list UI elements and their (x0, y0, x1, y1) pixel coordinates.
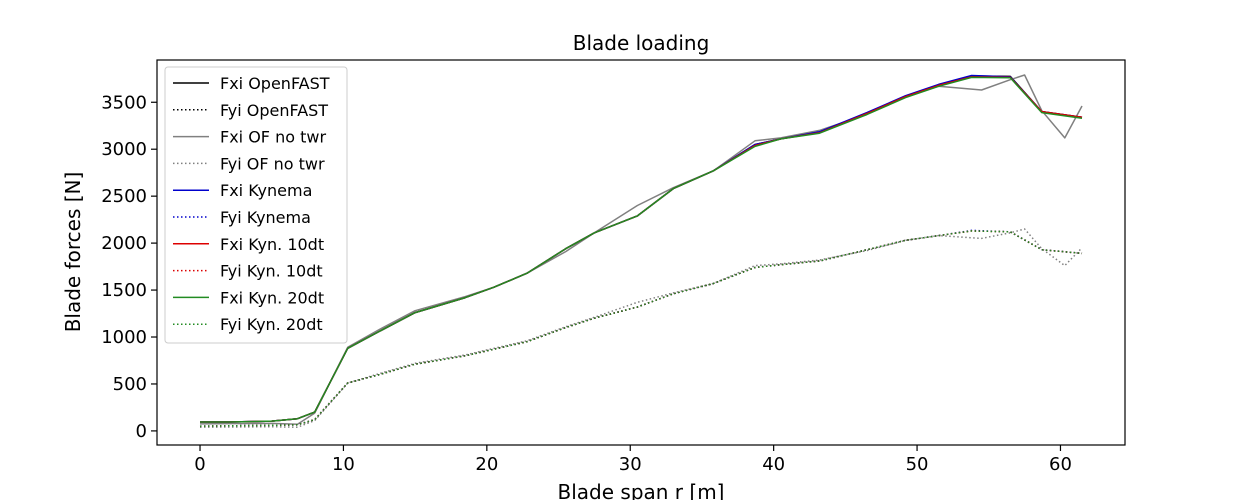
legend-entry: Fxi Kyn. 20dt (220, 288, 324, 307)
x-tick-label: 20 (475, 454, 498, 475)
series-line-fxi-kyn-20dt (200, 76, 1083, 423)
legend-entry: Fyi OpenFAST (220, 101, 328, 120)
x-tick-label: 50 (906, 454, 929, 475)
x-tick-label: 0 (194, 454, 205, 475)
y-tick-label: 3500 (101, 92, 147, 113)
series-line-fyi-of-no-twr (199, 228, 1083, 428)
legend-entry: Fyi OF no twr (220, 154, 325, 173)
legend: Fxi OpenFAST Fyi OpenFAST Fxi OF no twr Fyi… (164, 66, 348, 344)
y-tick-label: 2500 (101, 186, 147, 207)
y-tick-label: 3000 (101, 139, 147, 160)
legend-entry: Fyi Kynema (220, 208, 311, 227)
x-axis: 0 10 20 30 40 50 60 (194, 445, 1072, 475)
y-tick-label: 2000 (101, 233, 147, 254)
x-tick-label: 10 (332, 454, 355, 475)
legend-entry: Fyi Kyn. 20dt (220, 315, 323, 334)
y-tick-label: 500 (113, 374, 147, 395)
x-tick-label: 40 (762, 454, 785, 475)
legend-entry: Fxi Kynema (220, 181, 312, 200)
x-axis-title: Blade span r [m] (558, 480, 725, 500)
x-tick-label: 60 (1049, 454, 1072, 475)
y-tick-label: 1000 (101, 327, 147, 348)
y-axis: 0 500 1000 1500 2000 2500 3000 3500 (101, 92, 157, 442)
plot-area (199, 74, 1083, 428)
legend-entry: Fxi Kyn. 10dt (220, 235, 324, 254)
chart-title: Blade loading (573, 31, 710, 55)
legend-box (164, 66, 348, 344)
legend-entry: Fyi Kyn. 10dt (220, 262, 323, 281)
legend-entry: Fxi OF no twr (220, 128, 326, 147)
legend-entry: Fxi OpenFAST (220, 74, 330, 93)
x-tick-label: 30 (619, 454, 642, 475)
y-tick-label: 1500 (101, 280, 147, 301)
y-tick-label: 0 (136, 421, 147, 442)
y-axis-title: Blade forces [N] (61, 172, 85, 333)
plot-frame (156, 59, 1126, 446)
